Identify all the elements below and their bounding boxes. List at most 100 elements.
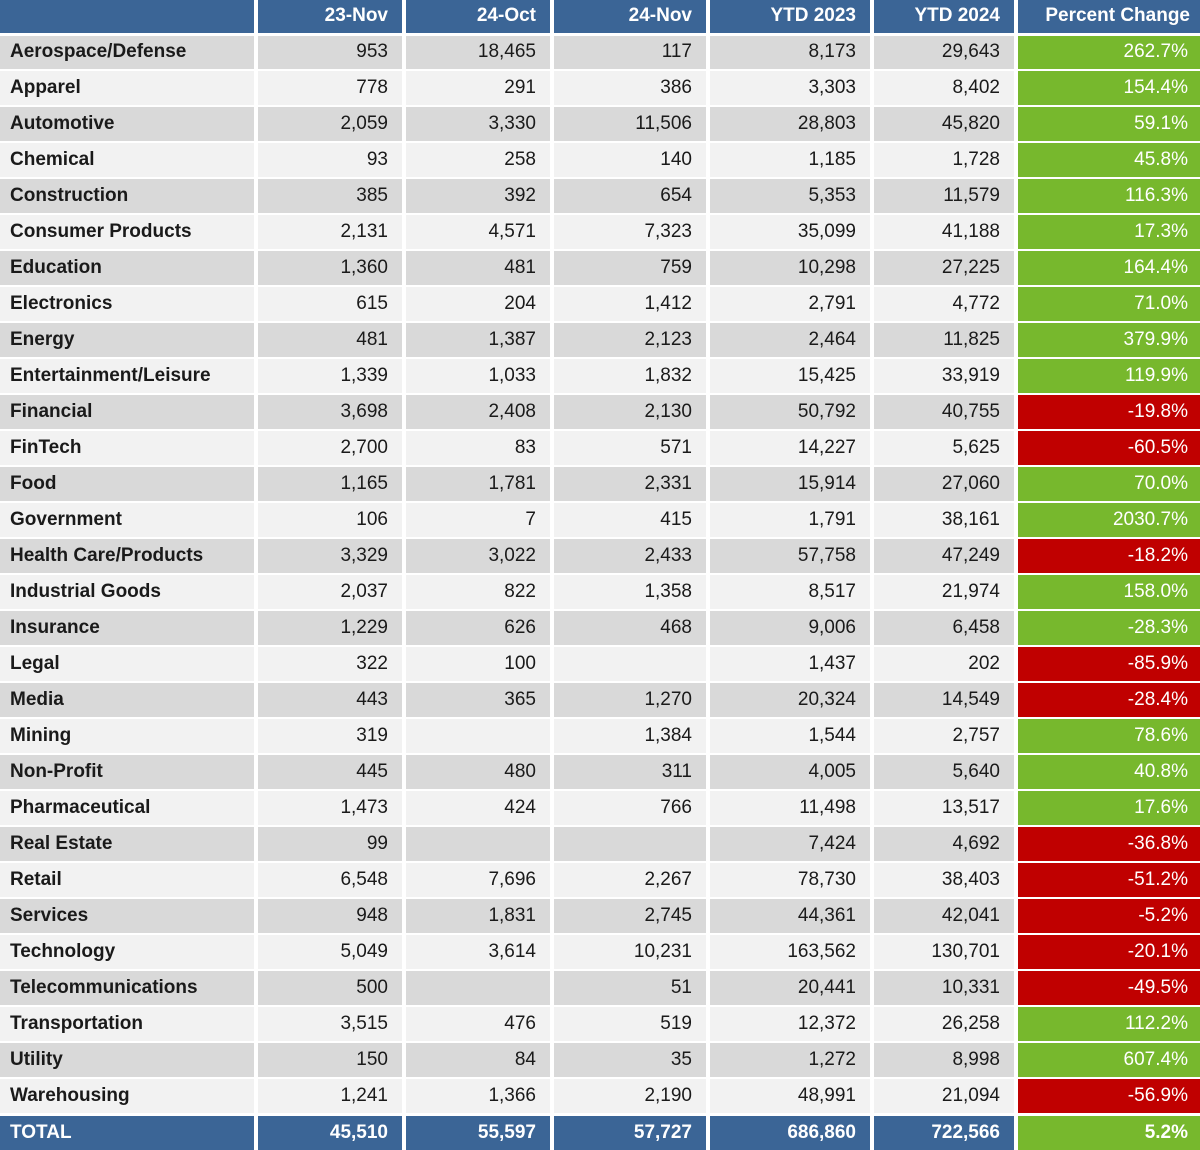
percent-change-cell: 112.2%: [1014, 1005, 1200, 1042]
value-cell-ytd-2024: 40,755: [870, 393, 1016, 430]
value-cell-24-nov: 1,384: [550, 717, 708, 754]
percent-change-cell: -19.8%: [1014, 393, 1200, 430]
table-row: Energy 481 1,387 2,123 2,464 11,825 379.…: [0, 321, 1200, 358]
industry-cell: Pharmaceutical: [0, 789, 256, 826]
table-row: Industrial Goods 2,037 822 1,358 8,517 2…: [0, 573, 1200, 610]
value-cell-23-nov: 5,049: [254, 933, 404, 970]
industry-cell: FinTech: [0, 429, 256, 466]
industry-cell: Chemical: [0, 141, 256, 178]
value-cell-ytd-2023: 2,464: [706, 321, 872, 358]
value-cell-ytd-2024: 14,549: [870, 681, 1016, 718]
industry-cell: Warehousing: [0, 1077, 256, 1114]
value-cell-ytd-2023: 8,173: [706, 32, 872, 70]
industry-cell: Telecommunications: [0, 969, 256, 1006]
value-cell-23-nov: 106: [254, 501, 404, 538]
value-cell-23-nov: 6,548: [254, 861, 404, 898]
value-cell-24-nov: 2,331: [550, 465, 708, 502]
percent-change-cell: 164.4%: [1014, 249, 1200, 286]
industry-cell: Electronics: [0, 285, 256, 322]
industry-cell: Energy: [0, 321, 256, 358]
value-cell-24-oct: 1,366: [402, 1077, 552, 1114]
table-row: Chemical 93 258 140 1,185 1,728 45.8%: [0, 141, 1200, 178]
value-cell-24-oct: 424: [402, 789, 552, 826]
table-row: Aerospace/Defense 953 18,465 117 8,173 2…: [0, 32, 1200, 70]
value-cell-24-oct: 392: [402, 177, 552, 214]
value-cell-ytd-2023: 3,303: [706, 69, 872, 106]
value-cell-23-nov: 1,473: [254, 789, 404, 826]
value-cell-ytd-2023: 1,791: [706, 501, 872, 538]
value-cell-ytd-2023: 57,758: [706, 537, 872, 574]
value-cell-ytd-2023: 1,272: [706, 1041, 872, 1078]
value-cell-ytd-2023: 28,803: [706, 105, 872, 142]
industry-cell: Automotive: [0, 105, 256, 142]
value-cell-24-nov: 2,433: [550, 537, 708, 574]
industry-cell: Food: [0, 465, 256, 502]
table-row: Government 106 7 415 1,791 38,161 2030.7…: [0, 501, 1200, 538]
value-cell-24-nov: 2,130: [550, 393, 708, 430]
value-cell-23-nov: 2,037: [254, 573, 404, 610]
value-cell-23-nov: 500: [254, 969, 404, 1006]
value-cell-24-nov: 11,506: [550, 105, 708, 142]
value-cell-ytd-2023: 12,372: [706, 1005, 872, 1042]
industry-cell: Real Estate: [0, 825, 256, 862]
value-cell-24-nov: 571: [550, 429, 708, 466]
value-cell-23-nov: 1,229: [254, 609, 404, 646]
value-cell-ytd-2024: 202: [870, 645, 1016, 682]
percent-change-cell: -5.2%: [1014, 897, 1200, 934]
table-header-row: 23-Nov 24-Oct 24-Nov YTD 2023 YTD 2024 P…: [0, 0, 1200, 34]
value-cell-23-nov: 443: [254, 681, 404, 718]
value-cell-ytd-2023: 20,324: [706, 681, 872, 718]
value-cell-ytd-2024: 27,225: [870, 249, 1016, 286]
table-row: Automotive 2,059 3,330 11,506 28,803 45,…: [0, 105, 1200, 142]
value-cell-24-oct: 3,330: [402, 105, 552, 142]
value-cell-ytd-2024: 26,258: [870, 1005, 1016, 1042]
value-cell-ytd-2024: 29,643: [870, 32, 1016, 70]
industry-cell: Construction: [0, 177, 256, 214]
industry-cell: Aerospace/Defense: [0, 32, 256, 70]
industry-cell: Apparel: [0, 69, 256, 106]
value-cell-24-oct: [402, 717, 552, 754]
value-cell-ytd-2024: 41,188: [870, 213, 1016, 250]
percent-change-cell: 2030.7%: [1014, 501, 1200, 538]
percent-change-cell: 154.4%: [1014, 69, 1200, 106]
value-cell-24-nov: 140: [550, 141, 708, 178]
value-cell-24-oct: 18,465: [402, 32, 552, 70]
value-cell-24-nov: 1,412: [550, 285, 708, 322]
value-cell-23-nov: 445: [254, 753, 404, 790]
value-cell-24-nov: 654: [550, 177, 708, 214]
total-value-ytd-2023: 686,860: [706, 1112, 872, 1150]
value-cell-24-nov: 1,358: [550, 573, 708, 610]
value-cell-24-oct: [402, 969, 552, 1006]
value-cell-ytd-2023: 15,914: [706, 465, 872, 502]
value-cell-24-oct: 3,022: [402, 537, 552, 574]
value-cell-23-nov: 481: [254, 321, 404, 358]
table-row: Real Estate 99 7,424 4,692 -36.8%: [0, 825, 1200, 862]
value-cell-ytd-2023: 5,353: [706, 177, 872, 214]
value-cell-24-oct: 7: [402, 501, 552, 538]
value-cell-24-oct: 84: [402, 1041, 552, 1078]
value-cell-24-oct: 100: [402, 645, 552, 682]
value-cell-ytd-2023: 1,544: [706, 717, 872, 754]
total-row: TOTAL 45,510 55,597 57,727 686,860 722,5…: [0, 1112, 1200, 1150]
header-24-oct: 24-Oct: [402, 0, 552, 34]
value-cell-ytd-2024: 4,772: [870, 285, 1016, 322]
industry-cell: Non-Profit: [0, 753, 256, 790]
value-cell-23-nov: 615: [254, 285, 404, 322]
industry-cell: Utility: [0, 1041, 256, 1078]
value-cell-ytd-2023: 9,006: [706, 609, 872, 646]
value-cell-ytd-2024: 33,919: [870, 357, 1016, 394]
industry-cell: Entertainment/Leisure: [0, 357, 256, 394]
value-cell-24-nov: 415: [550, 501, 708, 538]
total-value-24-oct: 55,597: [402, 1112, 552, 1150]
value-cell-23-nov: 150: [254, 1041, 404, 1078]
percent-change-cell: -20.1%: [1014, 933, 1200, 970]
total-percent-change-cell: 5.2%: [1014, 1112, 1200, 1150]
value-cell-ytd-2023: 48,991: [706, 1077, 872, 1114]
industry-cell: Transportation: [0, 1005, 256, 1042]
value-cell-24-nov: 766: [550, 789, 708, 826]
table-row: Entertainment/Leisure 1,339 1,033 1,832 …: [0, 357, 1200, 394]
value-cell-24-oct: 2,408: [402, 393, 552, 430]
percent-change-cell: -18.2%: [1014, 537, 1200, 574]
value-cell-ytd-2023: 4,005: [706, 753, 872, 790]
percent-change-cell: 40.8%: [1014, 753, 1200, 790]
